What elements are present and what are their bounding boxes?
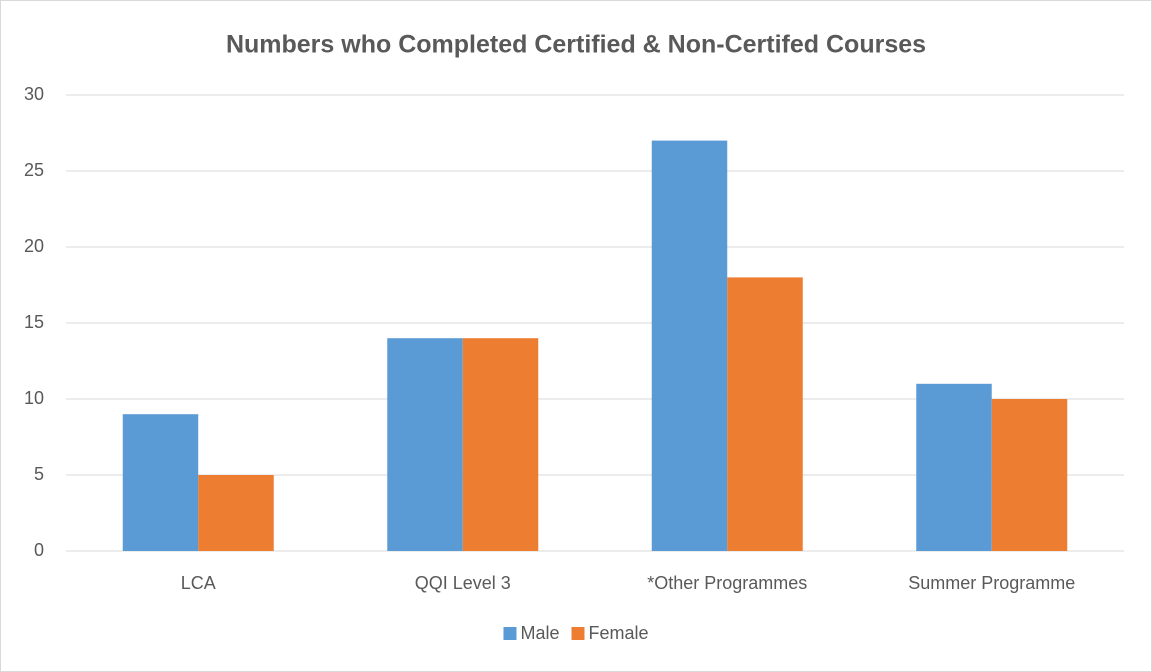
x-tick-label: QQI Level 3 [415, 573, 511, 593]
chart-title: Numbers who Completed Certified & Non-Ce… [226, 31, 926, 59]
bar [122, 414, 199, 551]
bar [727, 277, 803, 551]
x-tick-label: Summer Programme [908, 573, 1075, 593]
legend-label: Female [588, 623, 648, 643]
x-tick-label: LCA [181, 573, 216, 593]
bar [991, 399, 1068, 551]
y-tick-label: 0 [34, 540, 44, 560]
legend-swatch [503, 627, 517, 640]
y-tick-label: 20 [24, 236, 44, 256]
bar [198, 475, 274, 551]
y-tick-label: 30 [24, 84, 44, 104]
bar [387, 338, 463, 551]
bar [462, 338, 539, 551]
y-tick-label: 15 [24, 312, 44, 332]
x-tick-label: *Other Programmes [647, 573, 807, 593]
y-tick-label: 5 [34, 464, 44, 484]
bar [916, 383, 992, 551]
bar [651, 140, 728, 551]
legend-label: Male [520, 623, 559, 643]
legend-swatch [571, 627, 585, 640]
y-tick-label: 10 [24, 388, 44, 408]
y-tick-label: 25 [24, 160, 44, 180]
